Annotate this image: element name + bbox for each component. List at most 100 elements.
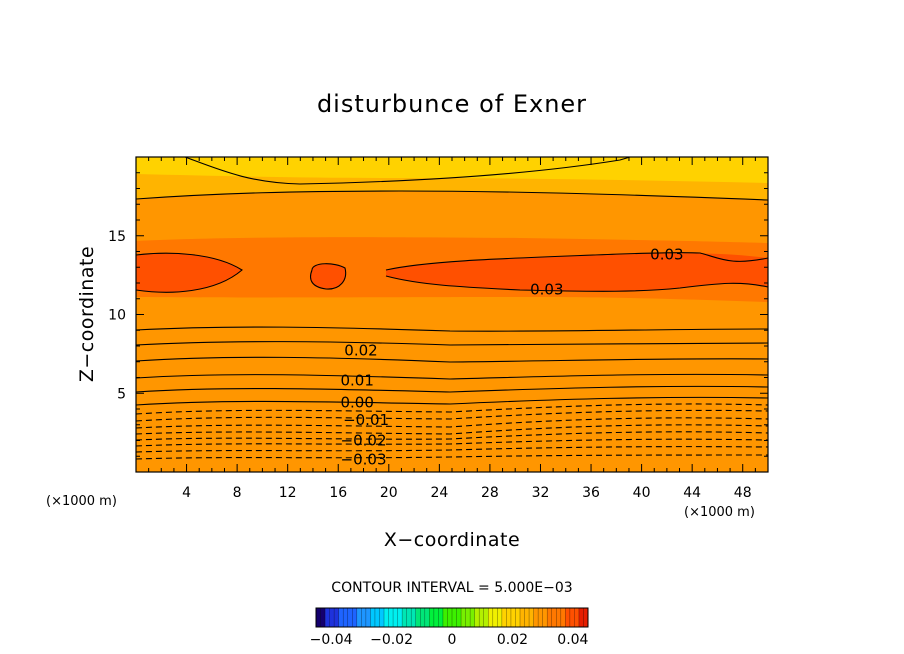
band-15 [136, 157, 768, 472]
colorbar-cell-33 [465, 608, 471, 627]
contour-label-3: 0.01 [340, 372, 373, 390]
colorbar-cell-44 [515, 608, 521, 627]
contour-solid-1 [136, 326, 768, 332]
x-tick-label-8: 36 [582, 485, 600, 501]
contour-label-5: −0.01 [343, 411, 389, 429]
x-axis-title: X−coordinate [384, 529, 520, 551]
colorbar-cell-38 [488, 608, 494, 627]
contour-label-7: −0.03 [341, 450, 387, 468]
colorbar-cell-0 [316, 608, 321, 627]
contour-dashed-5 [136, 438, 768, 447]
x-unit-label-left: (×1000 m) [46, 494, 117, 509]
colorbar-cell-52 [551, 608, 557, 627]
colorbar-tick-label-1: −0.02 [370, 632, 413, 648]
colorbar-cell-47 [529, 608, 534, 627]
band-top-020 [136, 157, 768, 183]
contour-solid-6 [136, 396, 768, 406]
x-tick-label-11: 48 [734, 485, 752, 501]
colorbar-cell-45 [520, 608, 525, 627]
colorbar-cell-19 [402, 608, 407, 627]
x-tick-label-2: 12 [279, 485, 297, 501]
contour-dashed-7 [136, 454, 768, 460]
colorbar-cell-42 [506, 608, 512, 627]
colorbar-cell-21 [411, 608, 417, 627]
y-tick-label-2: 15 [108, 229, 126, 245]
contour-solid-3 [136, 356, 768, 363]
x-tick-label-0: 4 [182, 485, 191, 501]
colorbar-cell-22 [415, 608, 421, 627]
x-tick-label-7: 32 [532, 485, 550, 501]
colorbar-cell-17 [393, 608, 398, 627]
colorbar-cell-23 [420, 608, 426, 627]
contour-solid-10 [385, 252, 768, 271]
colorbar-cell-8 [352, 608, 358, 627]
colorbar-cell-41 [501, 608, 507, 627]
contour-interval-text: CONTOUR INTERVAL = 5.000E−03 [331, 580, 572, 596]
colorbar-cell-58 [578, 608, 584, 627]
contour-solid-9 [309, 263, 347, 290]
x-tick-label-4: 20 [380, 485, 398, 501]
colorbar-cell-40 [497, 608, 503, 627]
x-tick-label-5: 24 [430, 485, 448, 501]
colorbar-cell-18 [397, 608, 403, 627]
colorbar-tick-label-2: 0 [448, 632, 457, 648]
y-tick-label-0: 5 [117, 386, 126, 402]
blob-center [310, 263, 346, 290]
contour-solid-0 [136, 190, 768, 201]
colorbar-cell-32 [461, 608, 466, 627]
colorbar-cell-12 [370, 608, 376, 627]
colorbar-cell-48 [533, 608, 539, 627]
contour-dashed-1 [136, 409, 768, 422]
colorbar-tick-label-4: 0.04 [557, 632, 588, 648]
colorbar-cell-11 [365, 608, 371, 627]
blob-right [386, 253, 768, 292]
colorbar-cell-46 [524, 608, 530, 627]
y-tick-label-1: 10 [108, 308, 126, 324]
contour-solid-8 [136, 252, 243, 293]
contour-label-1: 0.03 [530, 280, 563, 298]
colorbar-frame [315, 607, 589, 628]
colorbar-cell-51 [547, 608, 553, 627]
colorbar-cell-56 [569, 608, 575, 627]
colorbar-cell-5 [338, 608, 344, 627]
contour-dashed-4 [136, 431, 768, 441]
colorbar-cell-15 [384, 608, 389, 627]
contour-dashed-0 [136, 403, 768, 415]
colorbar-cell-50 [542, 608, 548, 627]
contour-label-4: 0.00 [340, 394, 373, 412]
colorbar-cell-9 [356, 608, 362, 627]
contour-dashed-3 [136, 424, 768, 435]
x-tick-label-3: 16 [329, 485, 347, 501]
colorbar-cell-7 [347, 608, 353, 627]
contour-solid-11 [385, 275, 768, 292]
contour-label-0: 0.03 [650, 246, 683, 264]
colorbar-cell-4 [334, 608, 339, 627]
colorbar-cell-59 [583, 608, 589, 627]
colorbar-cell-16 [388, 608, 394, 627]
contour-solid-2 [136, 341, 768, 346]
colorbar-cell-57 [574, 608, 580, 627]
contour-solid-7 [184, 157, 631, 185]
x-tick-label-9: 40 [633, 485, 651, 501]
colorbar-cell-26 [433, 608, 439, 627]
x-tick-label-6: 28 [481, 485, 499, 501]
colorbar-cell-24 [424, 608, 430, 627]
colorbar-cell-53 [556, 608, 562, 627]
contour-label-2: 0.02 [344, 342, 377, 360]
y-axis-title: Z−coordinate [76, 246, 98, 382]
contour-label-6: −0.02 [341, 432, 387, 450]
contour-dashed-2 [136, 417, 768, 429]
contour-labels: 0.03 0.03 0.02 0.01 0.00−0.01 −0.02−0.03 [340, 246, 683, 469]
colorbar: −0.04 −0.02 0 0.02 0.04 [310, 607, 589, 648]
chart-title: disturbunce of Exner [317, 90, 587, 118]
colorbar-cell-2 [325, 608, 330, 627]
colorbar-cell-31 [456, 608, 462, 627]
x-tick-label-10: 44 [683, 485, 701, 501]
contour-line-layer [136, 157, 768, 460]
colorbar-cell-25 [429, 608, 435, 627]
blob-left [136, 253, 242, 293]
colorbar-cell-13 [374, 608, 380, 627]
colorbar-cell-30 [452, 608, 457, 627]
colorbar-cell-34 [470, 608, 475, 627]
